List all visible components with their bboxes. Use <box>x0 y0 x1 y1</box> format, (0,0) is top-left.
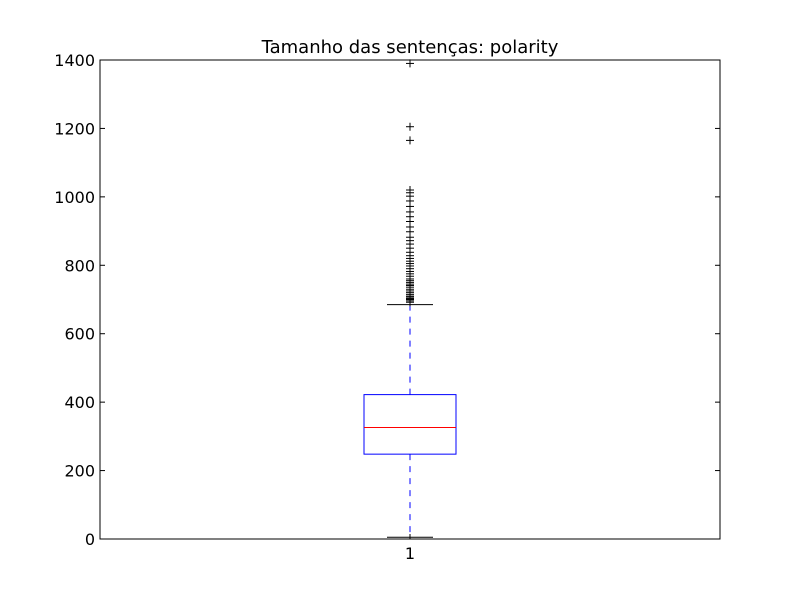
mark-layer <box>363 59 457 538</box>
y-tick-label: 1200 <box>54 119 95 138</box>
x-tick-label: 1 <box>405 544 415 563</box>
y-tick-label: 1400 <box>54 51 95 70</box>
outlier-point <box>406 122 414 131</box>
plot-frame <box>99 59 721 540</box>
y-tick-label: 800 <box>64 256 95 275</box>
y-tick-label: 600 <box>64 325 95 344</box>
chart-title: Tamanho das sentenças: polarity <box>261 37 559 58</box>
iqr-box <box>363 394 457 455</box>
y-tick-label: 200 <box>64 462 95 481</box>
y-tick-label: 1000 <box>54 188 95 207</box>
outlier-point <box>406 59 414 68</box>
outlier-point <box>406 186 414 195</box>
y-tick-label: 0 <box>85 530 95 549</box>
y-tick-label: 400 <box>64 393 95 412</box>
tick-layer: 0 200 400 600 800 1000 1200 1400 1 <box>54 51 720 563</box>
outlier-point <box>406 136 414 145</box>
